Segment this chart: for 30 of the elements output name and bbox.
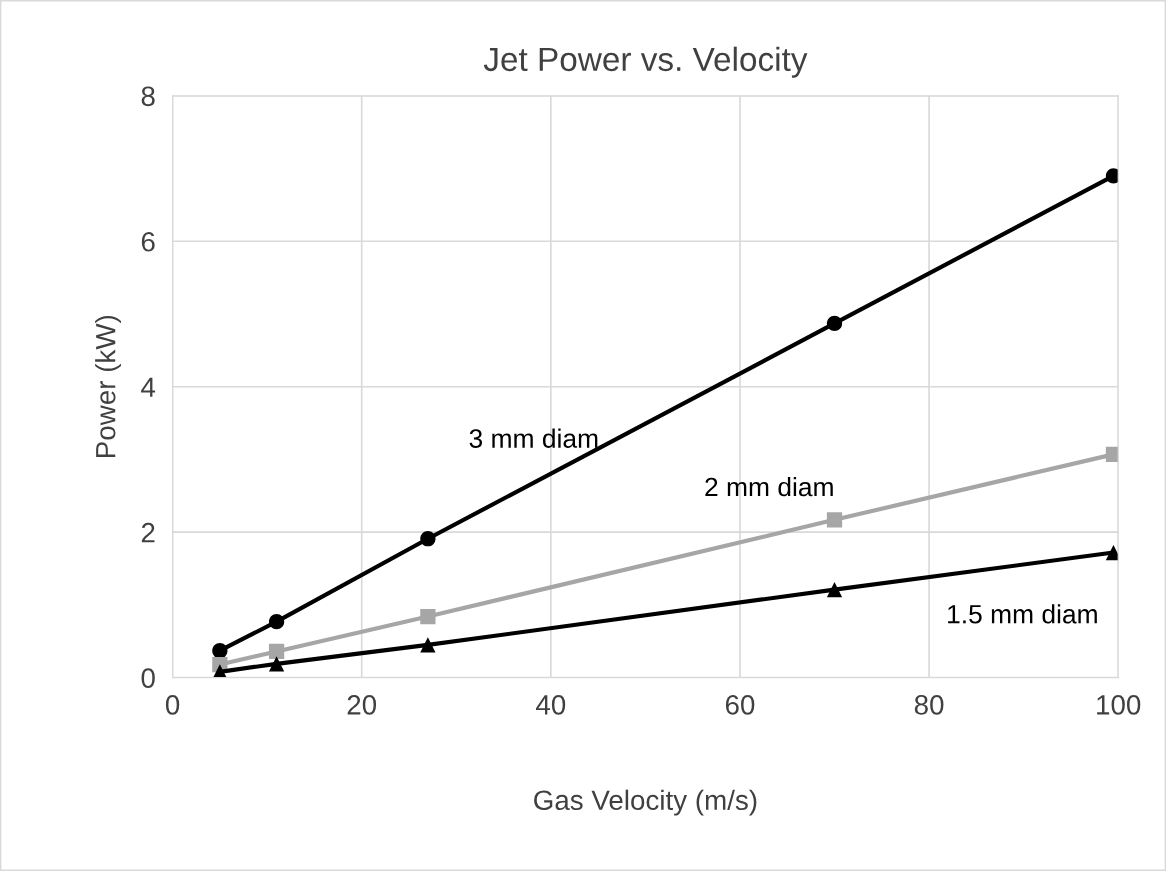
point [826,512,843,528]
point [420,531,436,547]
point [212,643,228,659]
x-tick-label: 100 [1097,695,1141,715]
x-tick-label: 80 [914,695,944,715]
y-tick-label: 2 [141,522,155,543]
series-label: 1.5 mm diam [948,604,1097,624]
series-label: 3 mm diam [469,428,598,448]
point [420,608,436,625]
point [826,582,843,598]
y-tick-label: 8 [141,86,155,107]
point [1105,446,1119,462]
point [268,643,285,660]
point [420,637,436,653]
x-tick-label: 20 [347,695,377,715]
point [1105,168,1119,184]
chart-title: Jet Power vs. Velocity [483,46,808,78]
y-axis-title: Power (kW) [95,315,121,457]
x-tick-label: 0 [165,695,180,715]
point [1105,544,1119,561]
y-tick-label: 4 [141,377,156,397]
x-tick-label: 60 [725,695,755,715]
y-tick-label: 0 [141,668,155,688]
point [268,656,285,672]
point [826,315,843,332]
series-label: 2 mm diam [705,476,833,497]
x-axis-title: Gas Velocity (m/s) [534,789,757,816]
y-tick-label: 6 [141,231,155,252]
x-tick-label: 40 [536,695,566,715]
point [268,614,285,630]
